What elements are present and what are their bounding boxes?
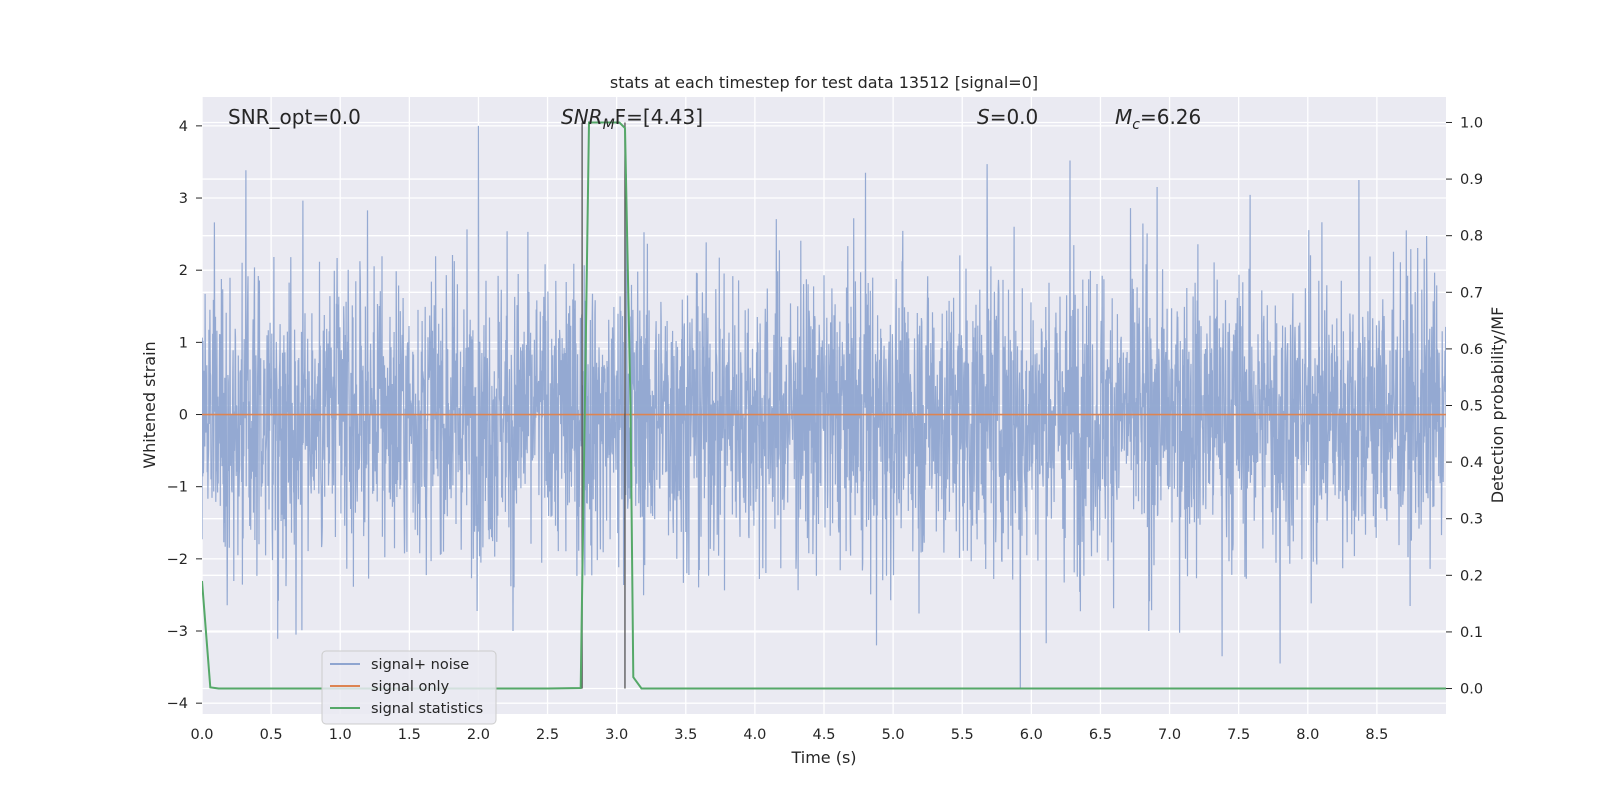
legend: signal+ noise signal only signal statist… xyxy=(321,650,497,725)
y2-tick-label-10: 1.0 xyxy=(1460,115,1483,131)
x-tick-label-12: 6.0 xyxy=(1020,727,1043,743)
x-tick-label-5: 2.5 xyxy=(536,727,559,743)
annotation-snr-opt: SNR_opt=0.0 xyxy=(228,105,361,129)
annotation-snr-mf-sub: M xyxy=(603,117,615,133)
y-tick-label-6: 2 xyxy=(179,263,188,279)
x-tick-label-3: 1.5 xyxy=(398,727,421,743)
annotation-mc-sub: c xyxy=(1132,117,1140,133)
x-tick-label-15: 7.5 xyxy=(1227,727,1250,743)
y-tick-label-5: 1 xyxy=(179,335,188,351)
y2-tick-label-9: 0.9 xyxy=(1460,172,1483,188)
x-tick-label-17: 8.5 xyxy=(1365,727,1388,743)
y-tick-label-3: −1 xyxy=(167,480,188,496)
x-tick-label-7: 3.5 xyxy=(674,727,697,743)
annotation-mc-rest: =6.26 xyxy=(1140,105,1201,129)
x-tick-label-14: 7.0 xyxy=(1158,727,1181,743)
x-tick-label-1: 0.5 xyxy=(260,727,283,743)
chart-title: stats at each timestep for test data 135… xyxy=(610,73,1038,92)
annotations: SNR_opt=0.0 SNRMF=[4.43] S=0.0 Mc=6.26 xyxy=(228,105,1201,133)
x-tick-label-6: 3.0 xyxy=(605,727,628,743)
y-tick-label-7: 3 xyxy=(179,191,188,207)
legend-label-signal-only: signal only xyxy=(371,679,450,695)
x-tick-label-8: 4.0 xyxy=(743,727,766,743)
y2-tick-label-0: 0.0 xyxy=(1460,682,1483,698)
annotation-snr-mf: SNRMF=[4.43] xyxy=(561,105,703,133)
y2-tick-label-6: 0.6 xyxy=(1460,342,1483,358)
y2-tick-label-8: 0.8 xyxy=(1460,229,1483,245)
signal-noise-line xyxy=(202,125,1446,689)
y-axis-label: Whitened strain xyxy=(140,341,159,468)
annotation-mc-main: M xyxy=(1115,105,1132,129)
x-axis-label: Time (s) xyxy=(790,748,856,767)
legend-label-signal-statistics: signal statistics xyxy=(371,701,483,717)
x-tick-label-0: 0.0 xyxy=(190,727,213,743)
annotation-s-main: S xyxy=(977,105,990,129)
x-tick-label-9: 4.5 xyxy=(812,727,835,743)
legend-label-signal-noise: signal+ noise xyxy=(371,657,469,673)
x-tick-label-2: 1.0 xyxy=(329,727,352,743)
annotation-s-rest: =0.0 xyxy=(990,105,1039,129)
x-tick-label-10: 5.0 xyxy=(882,727,905,743)
signal-noise-series xyxy=(202,125,1446,689)
x-tick-label-4: 2.0 xyxy=(467,727,490,743)
y-tick-label-4: 0 xyxy=(179,408,188,424)
x-tick-label-11: 5.5 xyxy=(951,727,974,743)
y-tick-label-0: −4 xyxy=(167,696,188,712)
annotation-mc: Mc=6.26 xyxy=(1115,105,1201,133)
x-axis-ticks: 0.0 0.5 1.0 1.5 2.0 2.5 3.0 3.5 4.0 4.5 5.0 5.5 6.0 6… xyxy=(190,727,1388,743)
y-tick-label-8: 4 xyxy=(179,119,188,135)
y-axis-ticks: −4 −3 −2 −1 0 1 2 3 4 xyxy=(167,119,202,712)
annotation-snr-mf-main: SNR xyxy=(561,105,603,129)
y2-tick-label-4: 0.4 xyxy=(1460,455,1483,471)
y2-tick-label-2: 0.2 xyxy=(1460,568,1483,584)
legend-box xyxy=(321,650,497,725)
annotation-snr-mf-rest: F=[4.43] xyxy=(615,105,703,129)
annotation-s: S=0.0 xyxy=(977,105,1038,129)
y-tick-label-2: −2 xyxy=(167,552,188,568)
y2-axis-ticks: 0.0 0.1 0.2 0.3 0.4 0.5 0.6 0.7 0.8 0.9 1.0 xyxy=(1446,115,1483,698)
y-tick-label-1: −3 xyxy=(167,624,188,640)
y2-tick-label-5: 0.5 xyxy=(1460,399,1483,415)
x-tick-label-16: 8.0 xyxy=(1296,727,1319,743)
y2-tick-label-1: 0.1 xyxy=(1460,625,1483,641)
y2-tick-label-3: 0.3 xyxy=(1460,512,1483,528)
y2-axis-label: Detection probability/MF xyxy=(1488,307,1507,504)
y2-tick-label-7: 0.7 xyxy=(1460,285,1483,301)
x-tick-label-13: 6.5 xyxy=(1089,727,1112,743)
